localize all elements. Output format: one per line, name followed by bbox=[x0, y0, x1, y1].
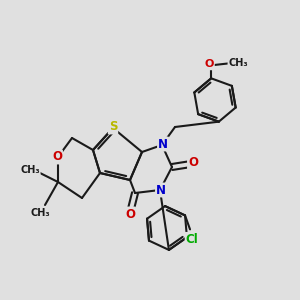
Text: O: O bbox=[205, 59, 214, 69]
Text: O: O bbox=[125, 208, 135, 220]
Text: O: O bbox=[188, 157, 198, 169]
Text: O: O bbox=[52, 151, 62, 164]
Text: CH₃: CH₃ bbox=[30, 208, 50, 218]
Text: CH₃: CH₃ bbox=[228, 58, 248, 68]
Text: CH₃: CH₃ bbox=[20, 165, 40, 175]
Text: Cl: Cl bbox=[186, 233, 198, 246]
Text: S: S bbox=[109, 121, 117, 134]
Text: N: N bbox=[156, 184, 166, 196]
Text: N: N bbox=[158, 137, 168, 151]
